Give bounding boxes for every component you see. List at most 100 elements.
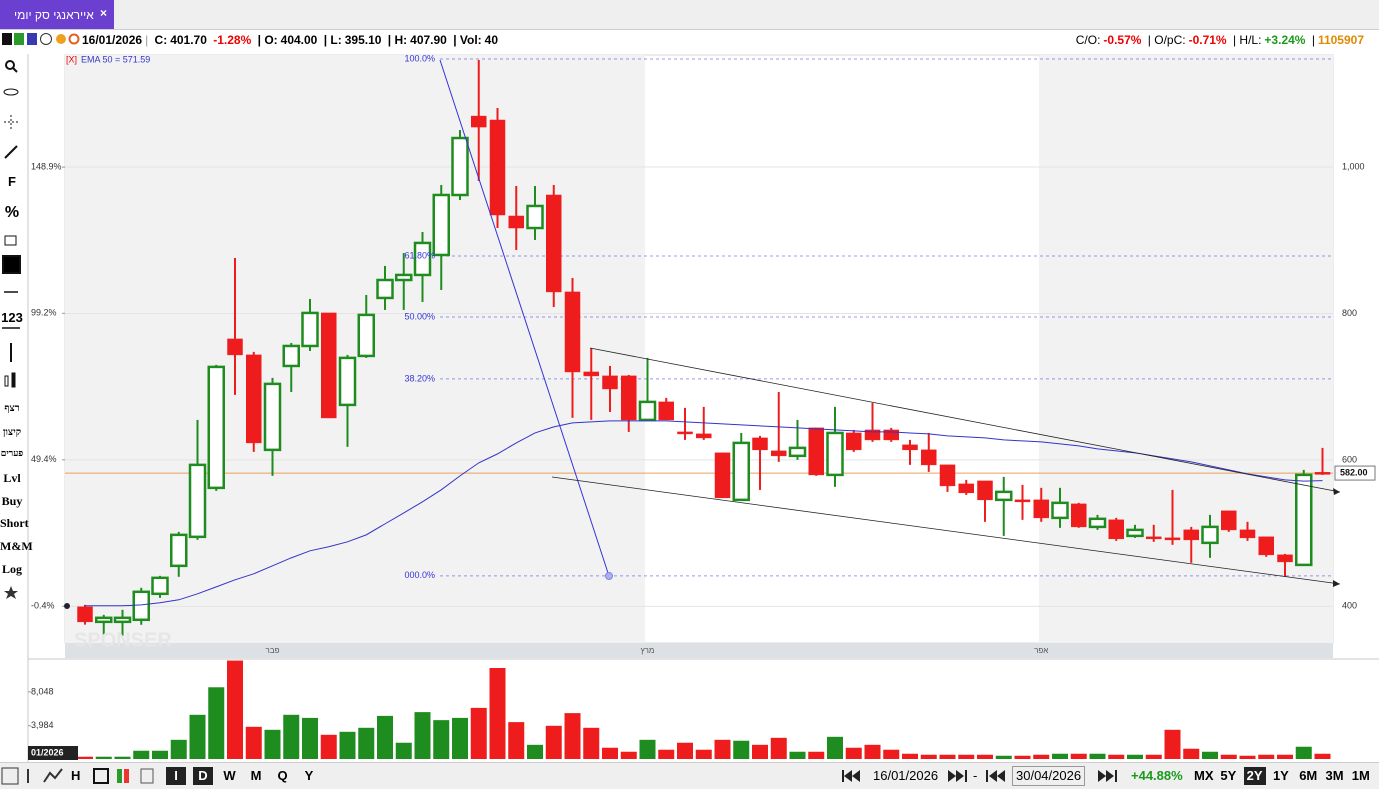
- volume-bar: [283, 714, 300, 759]
- volume-bar: [77, 756, 93, 759]
- header: 16/01/2026 | C: 401.70 -1.28% | O: 404.00 |…: [0, 30, 1379, 52]
- nav-icon[interactable]: [946, 769, 970, 783]
- candle-body: [564, 291, 581, 373]
- interval-button[interactable]: M: [250, 768, 262, 783]
- toolbar-item[interactable]: קיצון: [2, 427, 22, 438]
- x-axis-band: [65, 643, 1333, 658]
- candle-body: [714, 452, 731, 499]
- candle-body: [752, 437, 768, 451]
- icon-star[interactable]: [4, 586, 18, 599]
- tab-close[interactable]: ×: [100, 6, 108, 20]
- range-to[interactable]: 30/04/2026: [1012, 766, 1086, 786]
- fib-handle: [605, 572, 613, 580]
- candle-body: [508, 215, 524, 229]
- candle-body: [207, 365, 225, 490]
- interval-button[interactable]: D: [193, 767, 213, 785]
- label: C:: [154, 33, 168, 47]
- range-button[interactable]: 3M: [1325, 768, 1344, 783]
- range-button[interactable]: 2Y: [1243, 767, 1266, 785]
- icon[interactable]: [124, 769, 129, 783]
- icon: [14, 33, 24, 45]
- nav-icon[interactable]: [842, 769, 872, 783]
- candle-body: [1239, 529, 1256, 539]
- range-button[interactable]: MX: [1194, 768, 1214, 783]
- candle-body: [246, 354, 262, 444]
- range-button[interactable]: 1Y: [1272, 768, 1289, 783]
- volume-bar: [1089, 753, 1106, 759]
- candle-body: [883, 429, 899, 441]
- low: 395.10: [344, 33, 382, 47]
- candle-body: [432, 193, 450, 257]
- candle-body: [1033, 499, 1049, 519]
- candle-body: [132, 590, 150, 622]
- toolbar-item[interactable]: 123: [1, 310, 23, 325]
- icon[interactable]: [1, 767, 19, 785]
- icon-search: [12, 67, 18, 73]
- volume-bar: [1033, 754, 1050, 759]
- interval-button[interactable]: W: [223, 768, 236, 783]
- volume-bar: [1220, 754, 1237, 759]
- candle-body: [321, 312, 337, 419]
- channel-arrow: [1333, 488, 1340, 495]
- volume-bar: [189, 714, 206, 759]
- toolbar-item[interactable]: Lvl: [3, 471, 21, 485]
- header-left: 16/01/2026 | C: 401.70 -1.28% | O: 404.00 |…: [82, 33, 501, 47]
- cursor-tag: [28, 746, 78, 760]
- icon[interactable]: [43, 768, 63, 783]
- range-button[interactable]: 1M: [1351, 768, 1370, 783]
- range-button[interactable]: 5Y: [1220, 768, 1237, 783]
- range-from[interactable]: 16/01/2026: [873, 768, 939, 783]
- volume-bar: [1295, 746, 1312, 759]
- toolbar-item[interactable]: %: [4, 204, 20, 221]
- change: -1.28%: [213, 33, 252, 47]
- legend-entry: EMA 50 = 571.59: [81, 54, 150, 64]
- volume-bar: [602, 747, 618, 759]
- icon-candles: [11, 372, 16, 388]
- toolbar-item[interactable]: פערים: [0, 448, 24, 458]
- volume-bar: [620, 751, 637, 759]
- icon[interactable]: [93, 768, 109, 784]
- open: 404.00: [280, 33, 318, 47]
- candle-body: [413, 241, 432, 277]
- label: | O/pC:: [1147, 33, 1186, 47]
- volume-bar: [358, 727, 375, 759]
- candle-body: [451, 136, 469, 197]
- range-button[interactable]: 6M: [1299, 768, 1318, 783]
- candle-body: [151, 576, 169, 596]
- nav-icon[interactable]: [1096, 769, 1126, 783]
- volume-bar: [583, 727, 600, 759]
- toolbar-item[interactable]: Short: [0, 516, 29, 530]
- candle-body: [395, 273, 413, 282]
- candle-body: [1295, 473, 1313, 567]
- icon: [40, 33, 52, 45]
- legend-close[interactable]: [X]: [66, 54, 77, 64]
- volume-bar: [1314, 753, 1331, 759]
- tab[interactable]: אייראנגי סק יומי ×: [0, 0, 114, 29]
- x-tick-label: מרץ: [641, 646, 655, 655]
- grid: [28, 166, 1333, 727]
- interval-button[interactable]: Q: [277, 768, 288, 783]
- icon[interactable]: [117, 769, 122, 783]
- toolbar-item[interactable]: Buy: [1, 494, 23, 508]
- y2-tick-label: 49.4%: [31, 454, 57, 464]
- left-toolbar-icons: [2, 60, 21, 388]
- cursor-tag-label: 01/2026: [31, 747, 64, 757]
- interval-button[interactable]: Y: [304, 768, 314, 783]
- toolbar-item[interactable]: F: [8, 174, 16, 189]
- volume-bar: [695, 749, 712, 759]
- toolbar-item[interactable]: M&M: [0, 539, 33, 553]
- channel-arrow: [1333, 580, 1340, 587]
- volume-bar: [1127, 754, 1143, 759]
- volume-bar: [789, 751, 806, 759]
- volume-bar: [433, 720, 450, 759]
- volume-bar: [470, 707, 487, 759]
- tab-title: אייראנגי סק יומי: [14, 8, 94, 22]
- icon[interactable]: [140, 768, 154, 784]
- candle-body: [546, 194, 562, 293]
- toolbar-item[interactable]: רצף: [4, 403, 20, 414]
- toolbar-item[interactable]: Log: [1, 562, 22, 576]
- cursor-button[interactable]: I: [166, 767, 186, 785]
- nav-icon[interactable]: [985, 769, 1011, 783]
- candle-body: [658, 401, 674, 421]
- h-button[interactable]: H: [71, 768, 81, 783]
